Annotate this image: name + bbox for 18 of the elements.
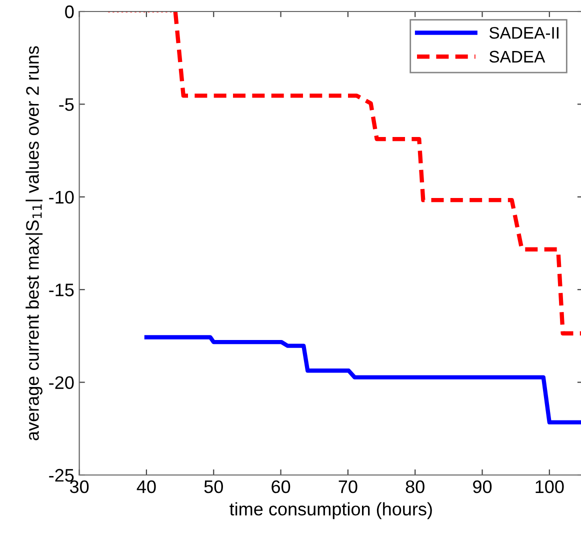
x-tick-label: 30 — [70, 480, 89, 494]
legend-label: SADEA — [489, 50, 546, 63]
y-tick-label: 0 — [65, 5, 74, 18]
y-tick-label: -25 — [49, 468, 74, 482]
x-tick-label: 100 — [536, 480, 564, 494]
x-tick-label: 90 — [473, 480, 492, 494]
x-tick-label: 80 — [406, 480, 424, 494]
y-tick-label: -15 — [49, 284, 74, 296]
x-axis-title: time consumption (hours) — [230, 502, 432, 520]
legend-label: SADEA-II — [489, 26, 558, 39]
y-tick-label: -5 — [59, 98, 74, 111]
y-tick-label: -10 — [49, 190, 74, 204]
y-tick-label: -20 — [49, 376, 74, 390]
x-tick-label: 50 — [204, 480, 223, 494]
x-tick-label: 40 — [136, 480, 156, 494]
x-tick-label: 70 — [338, 480, 358, 494]
y-axis-title: average current best max|S$_{11}$| values over 2 runs — [26, 46, 43, 440]
x-tick-label: 60 — [272, 480, 290, 494]
